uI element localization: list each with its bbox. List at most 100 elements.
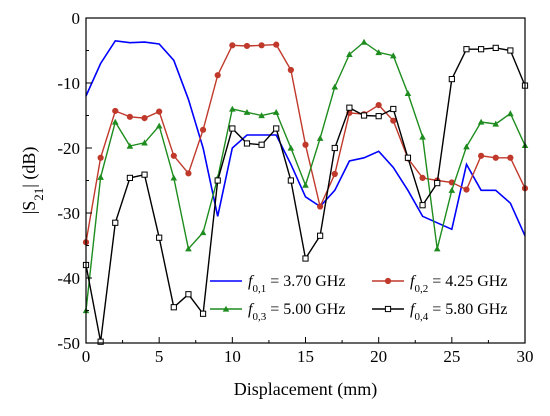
data-point (185, 245, 192, 252)
data-point (507, 47, 514, 54)
data-point (331, 144, 338, 152)
data-point (492, 154, 499, 161)
series-3 (82, 38, 529, 314)
x-tick-label: 10 (224, 347, 241, 366)
data-point (141, 171, 148, 178)
ticks-layer: 0 5 10 15 20 25 30 0 -10 -20 -30 -40 -50 (57, 9, 533, 366)
data-point (492, 120, 500, 127)
data-point (463, 186, 470, 193)
data-point (302, 255, 309, 262)
data-point (97, 154, 104, 161)
data-point (141, 139, 148, 146)
data-point (390, 52, 397, 59)
data-point (390, 105, 397, 113)
x-tick-label: 25 (443, 347, 460, 366)
data-point (302, 141, 309, 148)
legend: f0,1 = 3.70 GHz f0,2 = 4.25 GHz f0,3 = 5.0… (210, 273, 507, 323)
data-point (492, 44, 499, 51)
y-tick-label: -30 (57, 204, 80, 223)
data-point (199, 126, 207, 133)
data-point (419, 133, 426, 140)
data-point (273, 41, 280, 48)
data-point (97, 338, 104, 345)
data-point (111, 118, 119, 125)
data-point (222, 305, 230, 312)
data-point (156, 234, 163, 241)
y-tick-label: -20 (57, 139, 80, 158)
legend-entry-3: f0,3 = 5.00 GHz (210, 301, 345, 323)
data-point (316, 134, 324, 141)
legend-label: f0,2 = 4.25 GHz (410, 273, 507, 295)
data-point (214, 72, 221, 79)
data-point (156, 108, 163, 115)
data-point (272, 108, 280, 115)
data-point (463, 143, 470, 150)
data-point (287, 144, 295, 151)
data-point (155, 122, 163, 129)
data-point (360, 38, 368, 45)
data-point (390, 117, 397, 124)
data-point (126, 142, 134, 149)
data-point (185, 170, 192, 177)
data-point (419, 202, 426, 209)
data-point (477, 118, 485, 125)
data-point (170, 174, 178, 181)
y-axis-label: |S21| (dB) (19, 147, 46, 215)
data-point (507, 154, 514, 161)
data-point (317, 232, 324, 239)
data-point (346, 104, 353, 111)
series-4 (82, 44, 529, 345)
data-point (258, 112, 265, 119)
data-point (287, 177, 294, 184)
data-point (273, 125, 280, 132)
series-1 (85, 39, 526, 237)
data-point (258, 42, 265, 49)
data-point (229, 42, 236, 49)
x-tick-label: 20 (370, 347, 387, 366)
data-point (126, 113, 133, 120)
data-point (478, 152, 485, 159)
series-line (85, 41, 526, 311)
data-point (229, 125, 236, 132)
data-point (375, 102, 382, 109)
data-point (346, 51, 353, 58)
data-point (185, 291, 192, 298)
series-line (85, 39, 526, 237)
plot-frame (85, 17, 526, 344)
data-point (360, 112, 368, 119)
data-point (302, 181, 309, 188)
data-point (229, 105, 236, 112)
data-point (375, 113, 382, 120)
data-point (384, 305, 392, 313)
y-tick-label: 0 (72, 9, 81, 28)
legend-entry-2: f0,2 = 4.25 GHz (372, 273, 507, 295)
data-point (170, 304, 177, 311)
data-point (463, 46, 470, 53)
data-point (317, 203, 324, 210)
data-point (419, 174, 426, 181)
data-point (126, 174, 134, 182)
data-point (112, 219, 119, 226)
data-point (404, 154, 412, 161)
data-point (199, 229, 207, 236)
series-layer (82, 38, 529, 345)
data-point (287, 66, 294, 74)
data-point (331, 170, 338, 178)
data-point (375, 49, 382, 56)
legend-label: f0,3 = 5.00 GHz (248, 301, 345, 323)
data-point (199, 310, 207, 317)
legend-entry-4: f0,4 = 5.80 GHz (372, 301, 507, 323)
x-tick-label: 30 (517, 347, 534, 366)
data-point (112, 107, 119, 115)
y-tick-label: -10 (57, 74, 80, 93)
series-2 (82, 41, 529, 246)
data-point (433, 245, 441, 252)
data-point (170, 152, 177, 159)
data-point (141, 115, 148, 122)
x-tick-label: 15 (297, 347, 314, 366)
data-point (384, 277, 392, 285)
data-point (243, 140, 251, 147)
data-point (434, 180, 441, 187)
data-point (404, 90, 412, 97)
